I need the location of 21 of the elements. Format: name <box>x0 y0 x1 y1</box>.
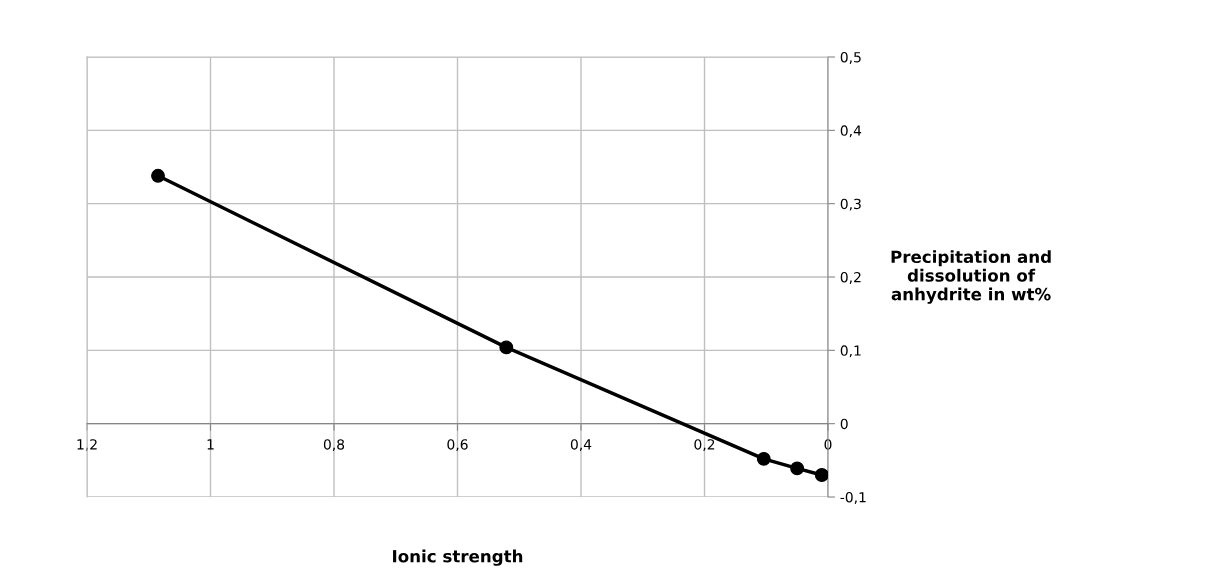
y-tick-label: 0,2 <box>840 271 861 284</box>
point <box>814 468 828 482</box>
x-tick-label: 0 <box>824 439 832 450</box>
x-tick-label: 0,4 <box>570 439 592 452</box>
x-tick-label: 1 <box>207 439 214 450</box>
y-axis-title: Precipitation and dissolution of anhydrite in wt% <box>891 250 1051 304</box>
y-tick-label: 0,3 <box>840 198 861 211</box>
x-tick-label: 0,6 <box>447 439 468 452</box>
y-tick-label: 0,1 <box>840 345 861 358</box>
x-tick-label: 0,8 <box>323 439 345 452</box>
x-axis-title: Ionic strength <box>393 549 523 566</box>
y-tick-label: 0,5 <box>840 51 861 64</box>
x-tick-label: 0,2 <box>694 439 715 452</box>
point <box>756 451 771 466</box>
x-tick-label: 1,2 <box>77 439 97 452</box>
y-tick-label: -0,1 <box>840 491 866 504</box>
y-tick-label: 0,4 <box>840 125 862 138</box>
y-tick-label: 0 <box>840 418 848 430</box>
point <box>151 168 165 183</box>
point <box>499 340 514 355</box>
point <box>790 461 805 476</box>
